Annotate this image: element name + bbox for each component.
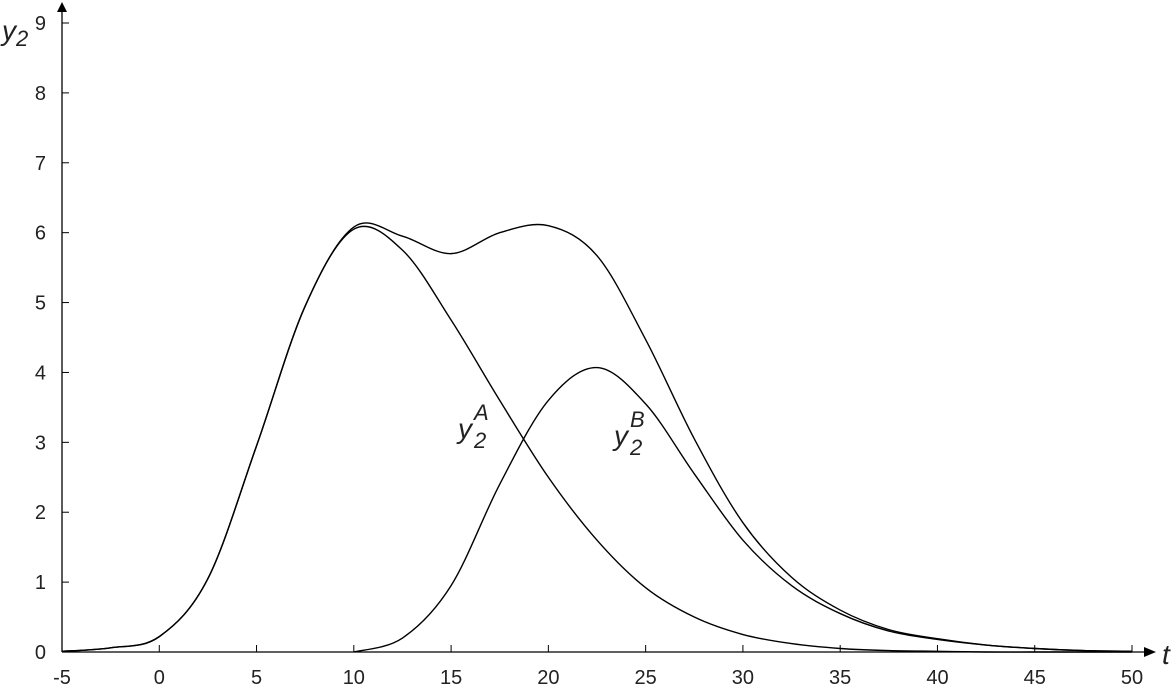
x-tick-label: 15 [440,667,462,689]
curve-annotation: yB 2 [612,407,645,460]
annotation-sup: B [630,407,645,432]
x-tick-label: 0 [154,667,165,689]
x-tick-label: 10 [343,667,365,689]
x-tick-label: 40 [926,667,948,689]
curve-annotation: yA 2 [456,400,489,453]
x-tick-label: -5 [53,667,71,689]
y-tick-label: 8 [35,83,46,105]
annotation-sub: 2 [473,428,486,453]
annotation-sup: A [472,400,489,425]
x-tick-label: 20 [537,667,559,689]
y-tick-label: 0 [35,642,46,664]
x-tick-label: 30 [732,667,754,689]
curve [61,222,1133,653]
x-tick-label: 35 [829,667,851,689]
y-tick-label: 5 [35,293,46,315]
y-tick-label: 2 [35,502,46,524]
annotation-base: y [612,420,630,451]
x-axis-arrow [1144,647,1156,657]
curve [353,366,1133,653]
y-tick-label: 1 [35,572,46,594]
y-axis-label-sub: 2 [15,26,28,51]
annotation-base: y [456,413,474,444]
y-tick-label: 3 [35,432,46,454]
y-axis-label: y2 [0,15,28,51]
y-tick-label: 4 [35,362,46,384]
y-axis-label-base: y [0,15,18,46]
x-tick-label: 5 [251,667,262,689]
x-tick-label: 50 [1121,667,1143,689]
y-tick-label: 9 [35,13,46,35]
curve [61,225,1132,653]
x-tick-label: 45 [1024,667,1046,689]
y-tick-label: 6 [35,223,46,245]
y-axis-arrow [57,2,67,12]
x-axis-label: t [1162,639,1171,670]
annotation-sub: 2 [629,435,642,460]
y-tick-label: 7 [35,153,46,175]
x-tick-label: 25 [635,667,657,689]
